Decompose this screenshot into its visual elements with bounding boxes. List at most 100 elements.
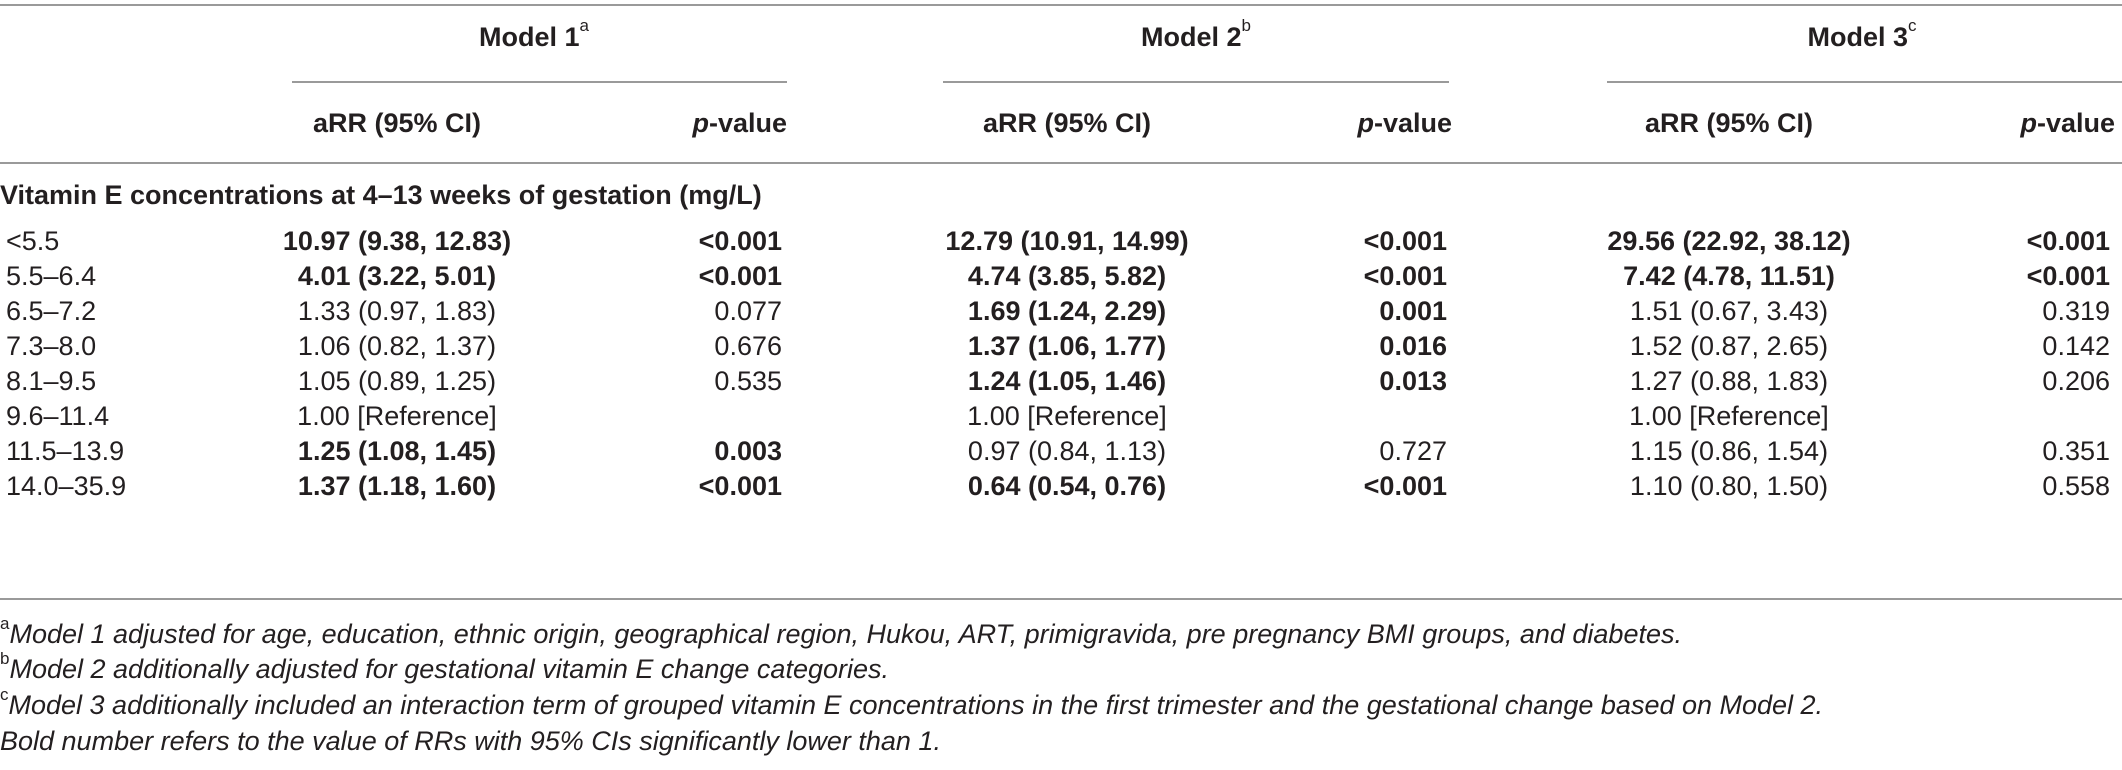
m3-p-cell: <0.001 (2026, 261, 2110, 291)
table-row: 11.5–13.9 1.25 (1.08, 1.45) 0.003 0.97 (0.8… (0, 434, 2122, 469)
m1-p-cell: <0.001 (698, 471, 782, 501)
table-row: 7.3–8.0 1.06 (0.82, 1.37) 0.676 1.37 (1.06,… (0, 329, 2122, 364)
m1-arr-header: aRR (95% CI) (312, 108, 482, 138)
model-2-header: Model 2b (1141, 17, 1251, 54)
table-row: 5.5–6.4 4.01 (3.22, 5.01) <0.001 4.74 (3.85… (0, 259, 2122, 294)
m1-arr-cell: 10.97 (9.38, 12.83) (282, 226, 512, 256)
m3-arr-cell: 1.00 [Reference] (1629, 401, 1829, 431)
m2-arr-cell: 0.97 (0.84, 1.13) (967, 436, 1167, 466)
model-1-sup: a (579, 16, 589, 35)
m1-p-cell: 0.676 (714, 331, 782, 361)
model-1-label: Model 1 (479, 22, 580, 52)
table-row: 14.0–35.9 1.37 (1.18, 1.60) <0.001 0.64 (0.… (0, 469, 2122, 504)
model-2-rule (943, 81, 1449, 83)
m3-p-cell: 0.351 (2042, 436, 2110, 466)
table-row: 8.1–9.5 1.05 (0.89, 1.25) 0.535 1.24 (1.05,… (0, 364, 2122, 399)
range-cell: 14.0–35.9 (6, 471, 127, 501)
model-2-label: Model 2 (1141, 22, 1242, 52)
m3-p-cell: 0.558 (2042, 471, 2110, 501)
footnote-c-text: Model 3 additionally included an interac… (8, 690, 1824, 720)
range-cell: 8.1–9.5 (6, 366, 97, 396)
model-3-rule (1607, 81, 2122, 83)
section-title: Vitamin E concentrations at 4–13 weeks o… (0, 180, 762, 210)
model-3-header: Model 3c (1807, 17, 1916, 54)
m1-arr-cell: 4.01 (3.22, 5.01) (297, 261, 497, 291)
m2-p-cell: <0.001 (1363, 261, 1447, 291)
range-cell: 7.3–8.0 (6, 331, 97, 361)
footnote-a-text: Model 1 adjusted for age, education, eth… (9, 619, 1682, 649)
range-cell: 6.5–7.2 (6, 296, 97, 326)
m1-p-cell: 0.535 (714, 366, 782, 396)
m3-arr-cell: 1.10 (0.80, 1.50) (1629, 471, 1829, 501)
m2-arr-header: aRR (95% CI) (982, 108, 1152, 138)
m3-p-italic: p (2020, 108, 2037, 138)
m1-arr-cell: 1.05 (0.89, 1.25) (297, 366, 497, 396)
model-1-rule (292, 81, 787, 83)
m1-p-cell: <0.001 (698, 226, 782, 256)
table-row: 6.5–7.2 1.33 (0.97, 1.83) 0.077 1.69 (1.24,… (0, 294, 2122, 329)
m3-arr-cell: 1.27 (0.88, 1.83) (1629, 366, 1829, 396)
m1-arr-cell: 1.25 (1.08, 1.45) (297, 436, 497, 466)
range-cell: 9.6–11.4 (6, 401, 110, 431)
m2-p-cell: 0.727 (1379, 436, 1447, 466)
table-row: 9.6–11.4 1.00 [Reference] 1.00 [Reference]… (0, 399, 2122, 434)
m3-p-cell: 0.206 (2042, 366, 2110, 396)
range-cell: 5.5–6.4 (6, 261, 97, 291)
footnote-bold-note: Bold number refers to the value of RRs w… (0, 724, 941, 758)
m1-p-rest: -value (708, 108, 787, 138)
m2-p-cell: <0.001 (1363, 226, 1447, 256)
footnote-c-sup: c (0, 685, 9, 704)
model-1-header: Model 1a (479, 17, 589, 54)
m2-p-cell: 0.001 (1379, 296, 1447, 326)
m2-p-header: p-value (1357, 106, 1452, 140)
model-2-sup: b (1241, 16, 1251, 35)
m3-p-cell: 0.142 (2042, 331, 2110, 361)
footnote-b: bModel 2 additionally adjusted for gesta… (0, 649, 889, 686)
m2-arr-cell: 1.37 (1.06, 1.77) (967, 331, 1167, 361)
m1-arr-cell: 1.06 (0.82, 1.37) (297, 331, 497, 361)
range-cell: 11.5–13.9 (6, 436, 125, 466)
m3-arr-cell: 1.52 (0.87, 2.65) (1629, 331, 1829, 361)
range-cell: <5.5 (6, 226, 60, 256)
footnote-c: cModel 3 additionally included an intera… (0, 685, 1824, 722)
m3-p-rest: -value (2036, 108, 2115, 138)
m1-arr-cell: 1.33 (0.97, 1.83) (297, 296, 497, 326)
m3-arr-cell: 29.56 (22.92, 38.12) (1607, 226, 1851, 256)
m2-arr-cell: 12.79 (10.91, 14.99) (945, 226, 1189, 256)
m2-p-rest: -value (1373, 108, 1452, 138)
m2-arr-cell: 1.24 (1.05, 1.46) (967, 366, 1167, 396)
footnote-a: aModel 1 adjusted for age, education, et… (0, 614, 1682, 651)
m2-p-cell: <0.001 (1363, 471, 1447, 501)
table-row: <5.5 10.97 (9.38, 12.83) <0.001 12.79 (10.9… (0, 224, 2122, 259)
m3-arr-header: aRR (95% CI) (1644, 108, 1814, 138)
footnote-b-sup: b (0, 649, 10, 668)
m3-p-cell: 0.319 (2042, 296, 2110, 326)
footnote-b-text: Model 2 additionally adjusted for gestat… (9, 654, 889, 684)
model-3-label: Model 3 (1807, 22, 1909, 52)
m1-arr-cell: 1.37 (1.18, 1.60) (297, 471, 497, 501)
m1-p-italic: p (692, 108, 709, 138)
m2-p-italic: p (1357, 108, 1374, 138)
header-bottom-rule (0, 162, 2122, 164)
m3-arr-cell: 7.42 (4.78, 11.51) (1623, 261, 1835, 291)
m1-arr-cell: 1.00 [Reference] (297, 401, 497, 431)
m2-p-cell: 0.013 (1379, 366, 1447, 396)
m2-p-cell: 0.016 (1379, 331, 1447, 361)
m2-arr-cell: 4.74 (3.85, 5.82) (967, 261, 1167, 291)
m3-arr-cell: 1.51 (0.67, 3.43) (1629, 296, 1829, 326)
footnote-bold-note-text: Bold number refers to the value of RRs w… (0, 726, 941, 756)
model-3-sup: c (1908, 16, 1917, 35)
m3-arr-cell: 1.15 (0.86, 1.54) (1629, 436, 1829, 466)
m3-p-header: p-value (2020, 106, 2115, 140)
m2-arr-cell: 1.00 [Reference] (967, 401, 1167, 431)
m2-arr-cell: 0.64 (0.54, 0.76) (967, 471, 1167, 501)
table-bottom-rule (0, 598, 2122, 600)
table-top-rule (0, 4, 2122, 6)
m2-arr-cell: 1.69 (1.24, 2.29) (967, 296, 1167, 326)
m1-p-cell: 0.003 (714, 436, 782, 466)
m1-p-header: p-value (692, 106, 787, 140)
m3-p-cell: <0.001 (2026, 226, 2110, 256)
footnote-a-sup: a (0, 614, 10, 633)
m1-p-cell: <0.001 (698, 261, 782, 291)
m1-p-cell: 0.077 (714, 296, 782, 326)
